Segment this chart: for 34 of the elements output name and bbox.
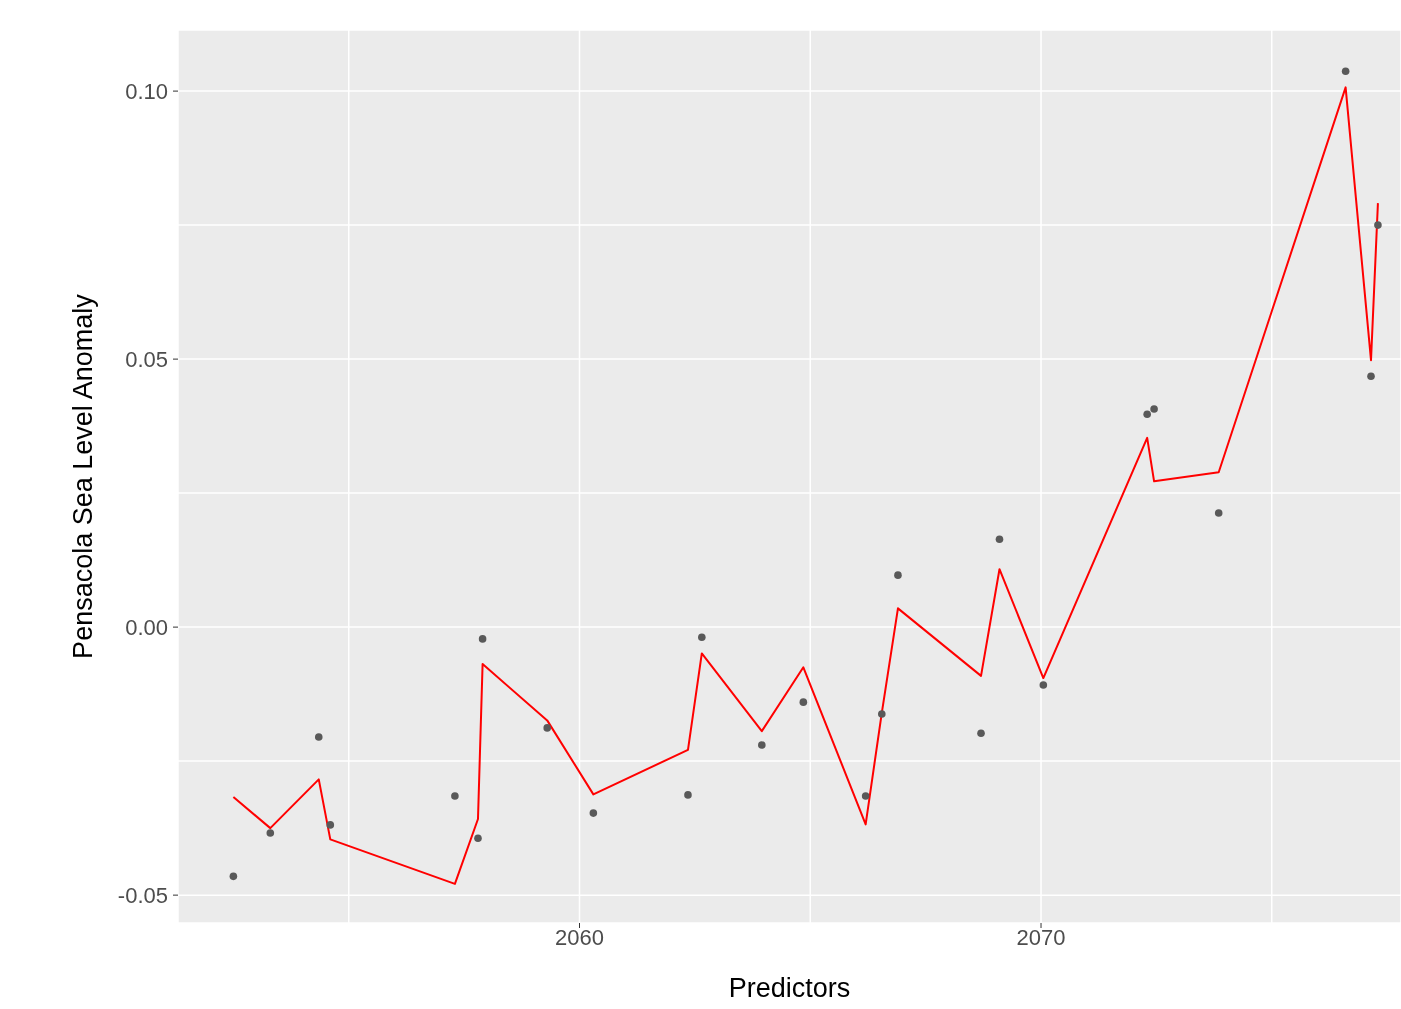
point bbox=[878, 710, 886, 718]
point bbox=[314, 733, 323, 741]
point bbox=[684, 791, 692, 799]
y-tick-label: 0.00 bbox=[125, 615, 168, 641]
point bbox=[589, 809, 598, 817]
y-tick-label: 0.05 bbox=[125, 347, 168, 373]
point bbox=[995, 535, 1004, 544]
point bbox=[1143, 410, 1151, 419]
point bbox=[799, 698, 808, 706]
x-axis-title: Predictors bbox=[728, 973, 851, 1003]
point bbox=[758, 741, 766, 749]
point bbox=[326, 821, 335, 829]
point bbox=[1374, 221, 1382, 229]
line-series bbox=[232, 86, 1379, 885]
point bbox=[478, 635, 487, 643]
y-axis-title: Pensacola Sea Level Anomaly bbox=[67, 293, 98, 659]
x-tick-label: 2070 bbox=[1016, 925, 1066, 950]
point bbox=[451, 792, 459, 800]
point bbox=[1039, 681, 1048, 689]
point bbox=[1341, 67, 1350, 76]
x-tick-label: 2060 bbox=[555, 925, 604, 950]
point bbox=[894, 571, 902, 579]
y-tick-label: 0.10 bbox=[125, 79, 168, 105]
y-tick-label: -0.05 bbox=[117, 883, 168, 909]
point bbox=[861, 792, 870, 800]
point bbox=[543, 724, 552, 732]
point bbox=[1150, 405, 1158, 413]
point bbox=[474, 834, 482, 843]
point bbox=[1214, 509, 1223, 517]
point bbox=[698, 633, 706, 642]
point bbox=[266, 829, 275, 837]
point bbox=[1367, 372, 1375, 381]
point bbox=[229, 872, 238, 881]
point bbox=[977, 729, 985, 738]
